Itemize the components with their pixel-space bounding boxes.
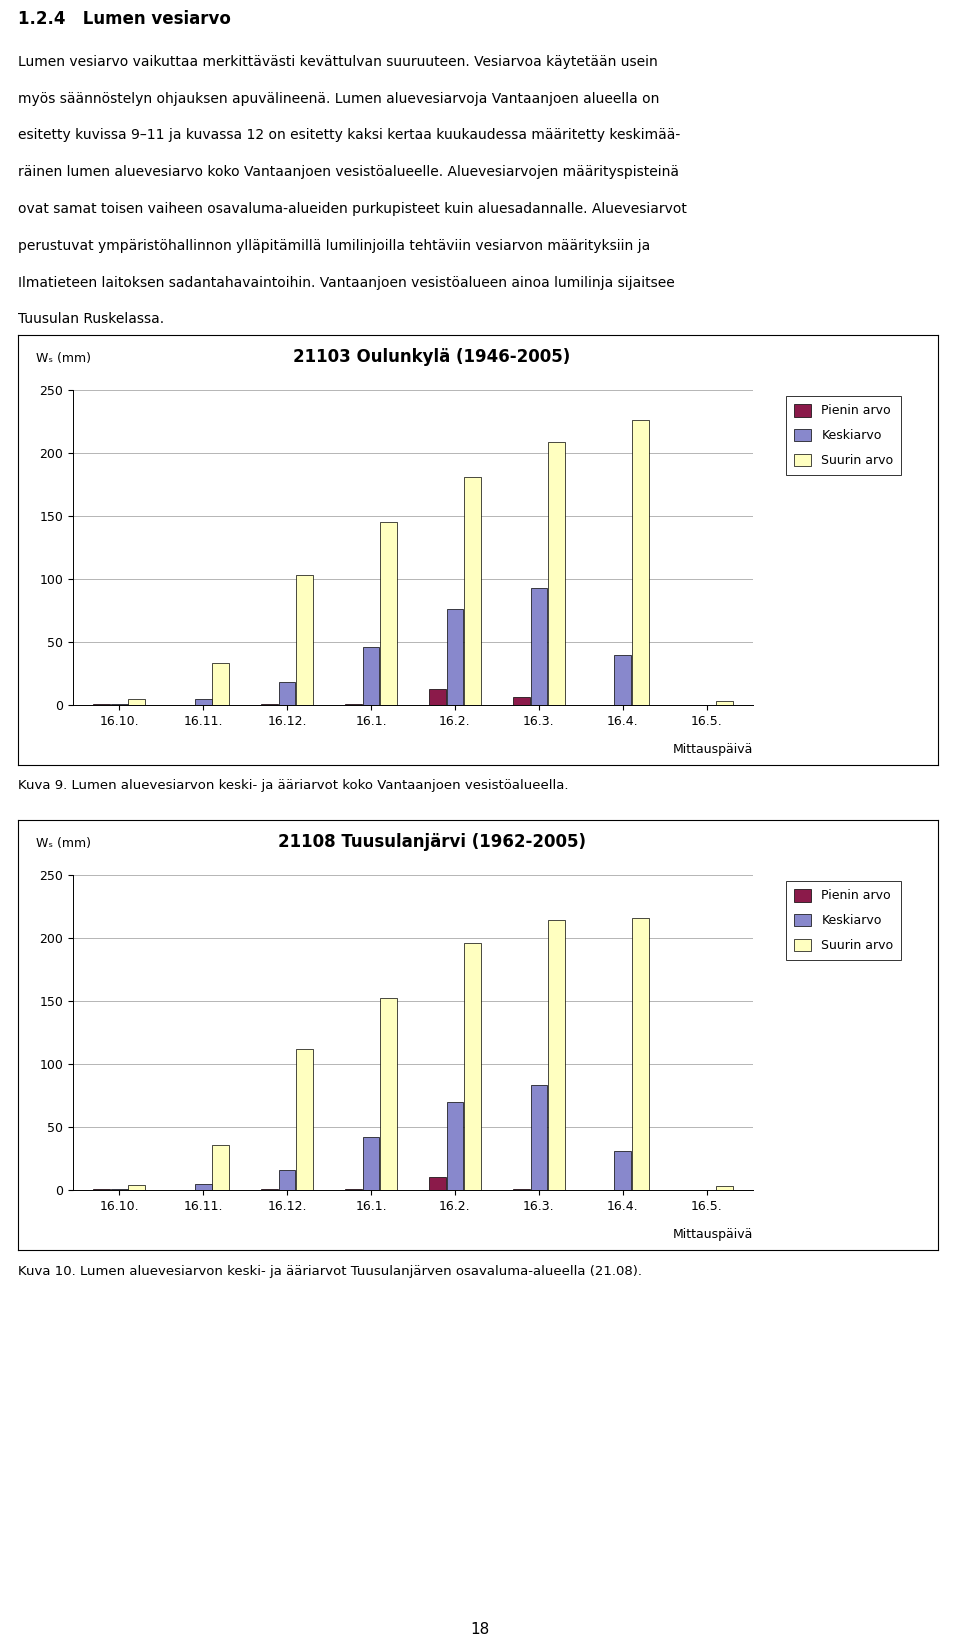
Bar [465, 476, 481, 705]
Text: Wₛ (mm): Wₛ (mm) [36, 837, 91, 850]
Bar [129, 1185, 145, 1190]
Bar [363, 1137, 379, 1190]
Text: 1.2.4   Lumen vesiarvo: 1.2.4 Lumen vesiarvo [18, 10, 230, 28]
Text: perustuvat ympäristöhallinnon ylläpitämillä lumilinjoilla tehtäviin vesiarvon mä: perustuvat ympäristöhallinnon ylläpitämi… [18, 239, 650, 252]
Bar [632, 918, 649, 1190]
Text: räinen lumen aluevesiarvo koko Vantaanjoen vesistöalueelle. Aluevesiarvojen määr: räinen lumen aluevesiarvo koko Vantaanjo… [18, 165, 679, 180]
Bar [614, 654, 632, 705]
Bar [548, 442, 564, 705]
Text: Tuusulan Ruskelassa.: Tuusulan Ruskelassa. [18, 313, 164, 326]
Bar [212, 664, 229, 705]
Bar [297, 1048, 313, 1190]
Text: 18: 18 [470, 1622, 490, 1636]
Text: Mittauspäivä: Mittauspäivä [673, 1228, 753, 1241]
Text: ovat samat toisen vaiheen osavaluma-alueiden purkupisteet kuin aluesadannalle. A: ovat samat toisen vaiheen osavaluma-alue… [18, 203, 686, 216]
Bar [380, 522, 397, 705]
Bar [446, 1103, 464, 1190]
Text: Lumen vesiarvo vaikuttaa merkittävästi kevättulvan suuruuteen. Vesiarvoa käytetä: Lumen vesiarvo vaikuttaa merkittävästi k… [18, 54, 658, 69]
Bar [297, 575, 313, 705]
Bar [129, 699, 145, 705]
Bar [531, 1086, 547, 1190]
Text: myös säännöstelyn ohjauksen apuvälineenä. Lumen aluevesiarvoja Vantaanjoen aluee: myös säännöstelyn ohjauksen apuvälineenä… [18, 92, 660, 105]
Legend: Pienin arvo, Keskiarvo, Suurin arvo: Pienin arvo, Keskiarvo, Suurin arvo [786, 882, 901, 959]
Bar [278, 1170, 296, 1190]
Bar [716, 1187, 732, 1190]
Bar [195, 1183, 211, 1190]
Text: Ilmatieteen laitoksen sadantahavaintoihin. Vantaanjoen vesistöalueen ainoa lumil: Ilmatieteen laitoksen sadantahavaintoihi… [18, 275, 675, 290]
Bar [513, 697, 530, 705]
Legend: Pienin arvo, Keskiarvo, Suurin arvo: Pienin arvo, Keskiarvo, Suurin arvo [786, 396, 901, 475]
Bar [380, 999, 397, 1190]
Bar [465, 943, 481, 1190]
Bar [363, 648, 379, 705]
Text: 21108 Tuusulanjärvi (1962-2005): 21108 Tuusulanjärvi (1962-2005) [278, 832, 586, 850]
Bar [446, 610, 464, 705]
Text: Wₛ (mm): Wₛ (mm) [36, 353, 91, 366]
Text: Kuva 9. Lumen aluevesiarvon keski- ja ääriarvot koko Vantaanjoen vesistöalueella: Kuva 9. Lumen aluevesiarvon keski- ja ää… [18, 780, 568, 793]
Bar [429, 689, 445, 705]
Bar [195, 699, 211, 705]
Text: esitetty kuvissa 9–11 ja kuvassa 12 on esitetty kaksi kertaa kuukaudessa määrite: esitetty kuvissa 9–11 ja kuvassa 12 on e… [18, 129, 681, 142]
Bar [614, 1150, 632, 1190]
Bar [632, 420, 649, 705]
Bar [716, 700, 732, 705]
Text: 21103 Oulunkylä (1946-2005): 21103 Oulunkylä (1946-2005) [294, 348, 570, 366]
Bar [278, 682, 296, 705]
Bar [531, 588, 547, 705]
Bar [429, 1177, 445, 1190]
Text: Kuva 10. Lumen aluevesiarvon keski- ja ääriarvot Tuusulanjärven osavaluma-alueel: Kuva 10. Lumen aluevesiarvon keski- ja ä… [18, 1264, 642, 1277]
Bar [212, 1145, 229, 1190]
Text: Mittauspäivä: Mittauspäivä [673, 743, 753, 756]
Bar [548, 920, 564, 1190]
